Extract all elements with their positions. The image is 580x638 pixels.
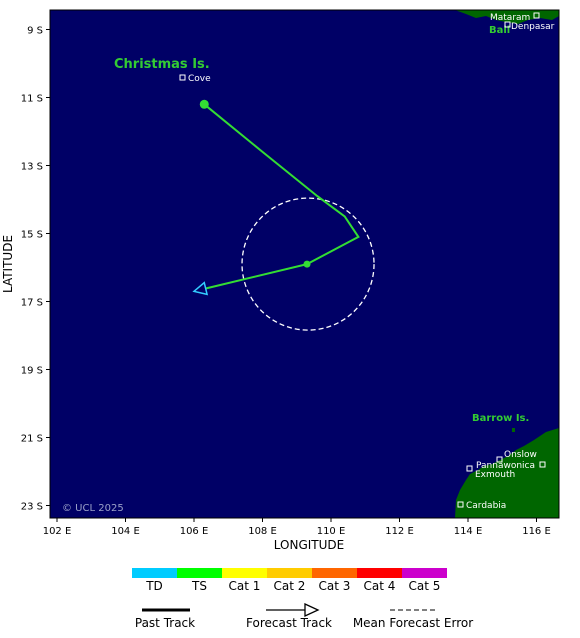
- forecast-track-line: [205, 263, 308, 290]
- cove-marker: [179, 74, 186, 81]
- legend-category-label: Cat 1: [229, 579, 261, 593]
- x-tick-label: 106 E: [180, 526, 209, 537]
- barrow-island: [512, 428, 515, 432]
- legend-swatch: [267, 568, 312, 578]
- mataram-label: Mataram: [490, 13, 530, 23]
- christmas-island-label: Christmas Is.: [114, 57, 210, 72]
- legend-swatch: [132, 568, 177, 578]
- cardabia-label: Cardabia: [466, 501, 506, 511]
- mataram-marker: [533, 12, 540, 19]
- legend-category-label: Cat 4: [364, 579, 396, 593]
- denpasar-label: Denpasar: [511, 22, 555, 32]
- x-axis-title: LONGITUDE: [274, 538, 344, 552]
- y-tick-label: 9 S: [27, 26, 43, 37]
- bali-label: Bali: [489, 25, 510, 36]
- x-tick-label: 114 E: [454, 526, 483, 537]
- copyright-label: © UCL 2025: [62, 503, 124, 514]
- forecast-track-legend-label: Forecast Track: [246, 616, 332, 630]
- legend-category-label: Cat 5: [409, 579, 441, 593]
- forecast-error-circle: [241, 197, 375, 331]
- exmouth-marker: [466, 465, 473, 472]
- x-tick-label: 116 E: [522, 526, 551, 537]
- y-tick-label: 17 S: [21, 298, 43, 309]
- forecast-arrowhead: [192, 281, 209, 296]
- cardabia-marker: [457, 501, 464, 508]
- mean-error-legend-label: Mean Forecast Error: [353, 616, 473, 630]
- onslow-label: Onslow: [504, 450, 537, 460]
- legend-swatch: [222, 568, 267, 578]
- australia-land: [455, 428, 559, 518]
- y-tick-label: 13 S: [21, 162, 43, 173]
- legend-category-label: TS: [191, 579, 207, 593]
- y-tick-label: 23 S: [21, 502, 43, 513]
- current-position-point: [303, 260, 311, 268]
- intensity-legend-labels: TD TS Cat 1 Cat 2 Cat 3 Cat 4 Cat 5: [145, 579, 440, 593]
- y-tick-label: 11 S: [21, 94, 43, 105]
- onslow-marker: [496, 456, 503, 463]
- indonesia-land: [455, 10, 559, 24]
- map-frame: [49, 9, 560, 519]
- pannawonica-label: Pannawonica: [476, 461, 535, 471]
- y-tick-label: 21 S: [21, 434, 43, 445]
- x-tick-label: 108 E: [248, 526, 277, 537]
- intensity-legend-bar: [132, 568, 447, 578]
- past-track-legend-label: Past Track: [135, 616, 195, 630]
- track-start-point: [199, 99, 209, 109]
- y-tick-label: 15 S: [21, 230, 43, 241]
- x-tick-label: 110 E: [317, 526, 346, 537]
- x-tick-label: 102 E: [43, 526, 72, 537]
- barrow-island-label: Barrow Is.: [472, 413, 529, 424]
- forecast-track-legend-arrow: [304, 602, 320, 618]
- x-tick-label: 112 E: [385, 526, 414, 537]
- x-axis-ticks: 102 E 104 E 106 E 108 E 110 E 112 E 114 E 116 E: [43, 518, 551, 537]
- pannawonica-marker: [539, 461, 546, 468]
- legend-category-label: Cat 2: [274, 579, 306, 593]
- legend-category-label: TD: [145, 579, 163, 593]
- past-track-line: [203, 103, 360, 265]
- legend-swatch: [177, 568, 222, 578]
- denpasar-marker: [504, 21, 511, 28]
- legend-swatch: [402, 568, 447, 578]
- y-axis-title: LATITUDE: [1, 235, 15, 293]
- y-tick-label: 19 S: [21, 366, 43, 377]
- x-tick-label: 104 E: [111, 526, 140, 537]
- cove-label: Cove: [188, 74, 211, 84]
- y-axis-ticks: 9 S 11 S 13 S 15 S 17 S 19 S 21 S 23 S: [21, 26, 50, 513]
- legend-swatch: [312, 568, 357, 578]
- legend-category-label: Cat 3: [319, 579, 351, 593]
- legend-swatch: [357, 568, 402, 578]
- exmouth-label: Exmouth: [475, 470, 515, 480]
